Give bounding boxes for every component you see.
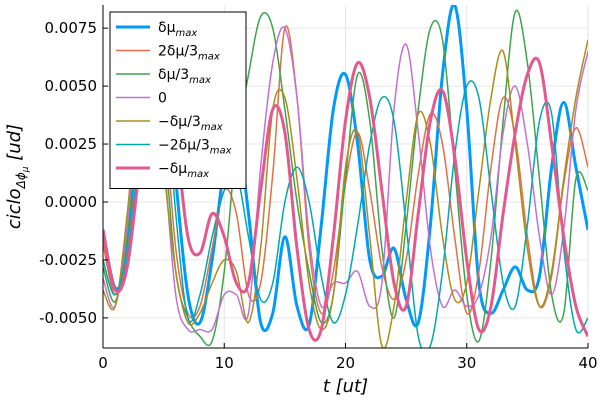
x-tick-label-3: 30 bbox=[457, 354, 476, 372]
y-axis-label-unit: [ud] bbox=[4, 124, 25, 167]
x-tick-label-1: 10 bbox=[215, 354, 234, 372]
x-tick-label-0: 0 bbox=[98, 354, 108, 372]
y-axis-label-subsub: μ bbox=[21, 166, 31, 173]
series-layer bbox=[103, 5, 588, 348]
series-line-6 bbox=[103, 28, 588, 342]
legend-label-2: δμ/3max bbox=[158, 67, 211, 86]
y-axis-label: cicloΔϕμ [ud] bbox=[4, 124, 31, 229]
series-line-4 bbox=[103, 39, 588, 348]
y-tick-label-1: -0.0025 bbox=[39, 251, 97, 269]
x-axis-label: t [ut] bbox=[323, 376, 368, 397]
y-axis-ticks: -0.0050 -0.0025 0.0000 0.0025 0.0050 0.0075 bbox=[39, 19, 108, 327]
series-line-3 bbox=[103, 26, 588, 333]
legend-label-0: δμmax bbox=[158, 20, 197, 39]
legend-box bbox=[109, 11, 247, 189]
legend-label-1: 2δμ/3max bbox=[158, 44, 220, 63]
y-tick-label-2: 0.0000 bbox=[45, 193, 98, 211]
y-tick-label-0: -0.0050 bbox=[39, 309, 97, 327]
y-tick-label-4: 0.0050 bbox=[45, 77, 98, 95]
y-tick-label-5: 0.0075 bbox=[45, 19, 98, 37]
y-axis-label-sub: Δϕ bbox=[14, 172, 28, 189]
x-tick-label-4: 40 bbox=[578, 354, 597, 372]
legend: δμmax 2δμ/3max δμ/3max 0 −δμ/3max −2δμ/3max −δ… bbox=[109, 11, 247, 189]
legend-label-6: −δμmax bbox=[158, 161, 209, 180]
x-axis-ticks: 0 10 20 30 40 bbox=[98, 343, 598, 372]
legend-label-4: −δμ/3max bbox=[158, 114, 223, 133]
legend-label-3: 0 bbox=[158, 91, 167, 107]
legend-label-5: −2δμ/3max bbox=[158, 138, 232, 157]
series-line-5 bbox=[103, 18, 588, 348]
y-tick-label-3: 0.0025 bbox=[45, 135, 98, 153]
series-line-0 bbox=[103, 5, 588, 333]
x-tick-label-2: 20 bbox=[336, 354, 355, 372]
y-axis-label-base: ciclo bbox=[4, 188, 25, 229]
series-line-1 bbox=[103, 25, 588, 319]
